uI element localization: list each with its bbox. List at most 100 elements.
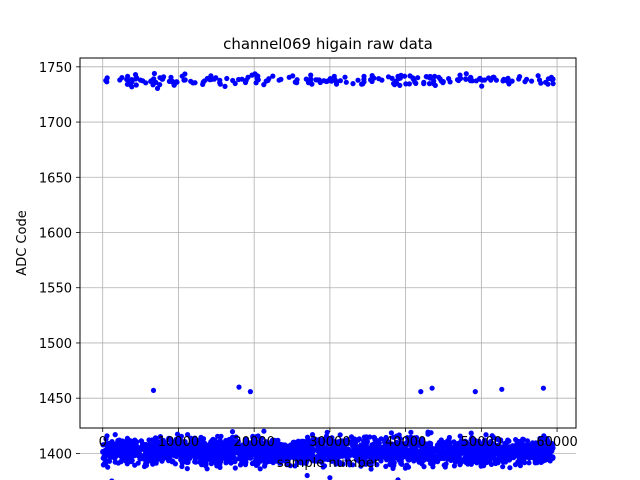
data-point [469, 453, 475, 459]
data-point [230, 446, 237, 452]
data-point [395, 76, 401, 82]
data-point [248, 449, 255, 455]
data-point [151, 70, 157, 77]
data-point [218, 449, 224, 455]
data-point [370, 451, 376, 457]
data-point [298, 455, 304, 461]
data-point [422, 446, 428, 452]
data-point [131, 442, 137, 448]
data-point [213, 453, 219, 459]
data-point [266, 76, 272, 82]
data-point [355, 437, 361, 443]
data-point [174, 449, 181, 455]
data-point [295, 445, 301, 451]
data-point [332, 452, 338, 458]
data-point [195, 447, 201, 454]
y-tick-label: 1700 [39, 116, 72, 131]
data-point [451, 463, 457, 469]
data-point [341, 442, 347, 448]
data-point [197, 459, 203, 465]
data-point [218, 433, 224, 439]
data-point [233, 434, 239, 440]
data-point [200, 445, 206, 451]
x-tick-label: 10000 [158, 435, 199, 450]
data-point [461, 456, 468, 462]
data-point [392, 446, 398, 452]
data-point [222, 83, 228, 89]
data-point [208, 73, 214, 79]
data-point [302, 453, 308, 459]
data-point [157, 442, 163, 448]
data-point [368, 462, 374, 468]
data-point [322, 456, 328, 462]
data-point [198, 441, 204, 448]
data-point [501, 453, 508, 459]
y-tick-label: 1600 [39, 227, 72, 242]
data-point [275, 444, 281, 450]
data-point [432, 73, 438, 79]
data-point [309, 441, 316, 447]
data-point [337, 460, 343, 467]
data-point [393, 433, 400, 439]
data-point [531, 454, 537, 460]
data-point [455, 77, 462, 84]
data-point [456, 450, 462, 456]
data-point [350, 81, 356, 87]
data-point [391, 462, 397, 469]
data-point [135, 460, 141, 466]
data-point [293, 452, 299, 458]
data-point [223, 460, 229, 466]
data-point [112, 448, 118, 454]
data-point [421, 464, 427, 470]
data-point [111, 455, 117, 461]
data-point [511, 444, 518, 450]
data-point [383, 463, 389, 469]
data-point [170, 439, 176, 445]
data-point [479, 83, 485, 89]
data-point [292, 79, 298, 85]
data-point [276, 458, 282, 464]
data-point [413, 447, 419, 453]
data-point [174, 79, 180, 85]
data-point [200, 81, 206, 87]
data-point [529, 78, 535, 84]
data-point [299, 459, 305, 465]
data-point [247, 389, 253, 395]
data-point [441, 447, 447, 453]
data-point [510, 455, 517, 461]
y-tick-label: 1450 [39, 392, 72, 407]
data-point [228, 460, 234, 466]
data-point [413, 442, 419, 448]
data-point [240, 457, 246, 463]
data-point [526, 460, 532, 466]
data-point [117, 77, 123, 83]
data-point [286, 74, 292, 80]
data-point [368, 77, 374, 83]
data-point [407, 73, 413, 79]
data-point [398, 458, 404, 464]
data-point [121, 449, 128, 455]
data-point [502, 440, 508, 447]
data-point [115, 460, 121, 466]
data-point [344, 437, 350, 443]
data-point [446, 76, 452, 82]
data-point [224, 441, 230, 447]
data-point [152, 435, 159, 441]
data-point [272, 437, 278, 443]
data-point [232, 80, 238, 87]
data-point [184, 466, 190, 472]
data-point [538, 80, 544, 86]
data-point [464, 452, 470, 458]
data-point [358, 442, 364, 448]
data-point [543, 451, 549, 457]
data-point [303, 76, 309, 82]
data-point [266, 452, 272, 458]
data-point [403, 443, 409, 449]
data-point [393, 455, 399, 461]
data-point [258, 436, 265, 442]
data-point [415, 456, 421, 462]
data-point [127, 81, 133, 88]
data-point [179, 446, 185, 452]
data-point [139, 438, 145, 444]
